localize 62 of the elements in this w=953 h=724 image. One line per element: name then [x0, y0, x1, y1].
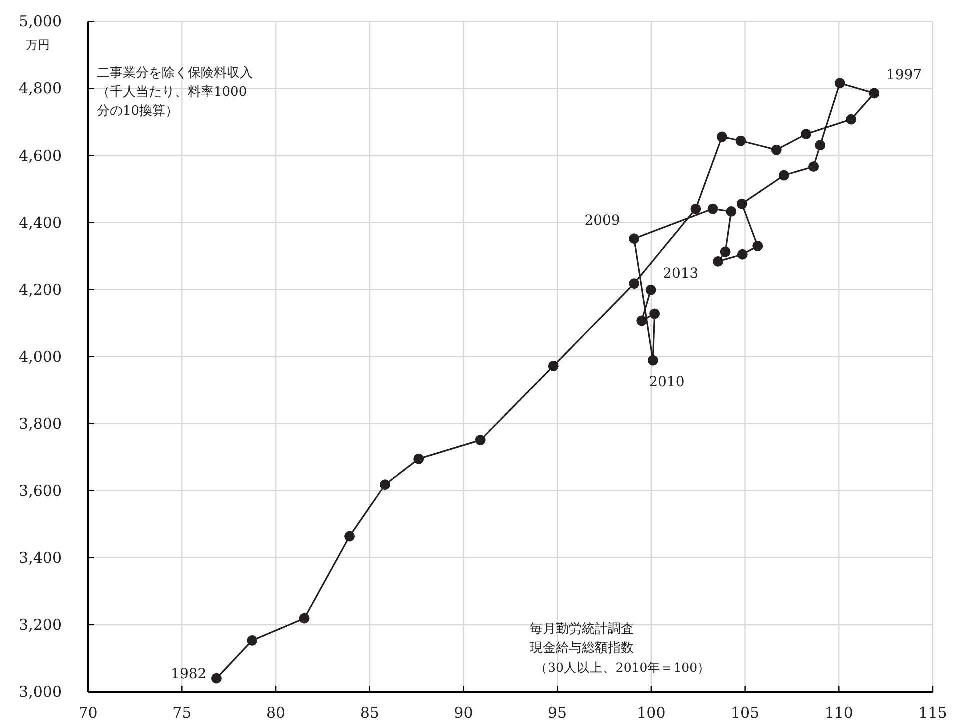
point	[380, 480, 390, 490]
point	[737, 249, 748, 260]
point	[247, 636, 258, 646]
x-tick-label: 110	[824, 704, 854, 722]
point	[636, 316, 648, 326]
annotation: 1997	[886, 67, 922, 84]
point	[717, 132, 728, 142]
point	[475, 435, 486, 446]
y-axis-title: 二事業分を除く保険料収入（千人当たり、料率1000分の10換算）	[97, 65, 254, 121]
y-tick-label: 5,000	[19, 12, 62, 31]
point	[778, 170, 790, 181]
point	[771, 144, 782, 156]
point	[629, 278, 640, 289]
y-tick-label: 3,200	[19, 616, 62, 634]
point	[299, 613, 310, 624]
point	[869, 88, 880, 99]
x-axis-title: 毎月勤労統計調査現金給与総額指数	[530, 621, 635, 658]
annotation: 2013	[663, 266, 699, 282]
point	[736, 198, 748, 210]
annotation: 2009	[584, 212, 620, 229]
y-tick-label: 4,400	[19, 214, 62, 232]
x-tick-label: 70	[78, 704, 98, 722]
point	[726, 206, 737, 217]
point	[629, 234, 640, 244]
y-tick-label: 3,000	[19, 683, 62, 701]
point	[650, 308, 660, 320]
point	[648, 355, 658, 366]
point	[690, 204, 702, 214]
y-tick-label: 3,600	[19, 482, 62, 500]
y-tick-label: 4,600	[19, 146, 62, 165]
point	[211, 673, 222, 684]
point	[808, 162, 820, 172]
annotation: 2010	[649, 374, 685, 391]
text: 万円	[26, 37, 50, 54]
y-tick-label: 4,000	[19, 348, 62, 366]
x-tick-label: 85	[360, 704, 380, 722]
point	[414, 454, 424, 464]
annotation: 1982	[171, 666, 207, 683]
y-tick-label: 4,800	[19, 80, 62, 98]
point	[846, 114, 857, 125]
point	[548, 361, 559, 372]
x-tick-label: 105	[730, 704, 760, 722]
x-tick-label: 80	[266, 704, 286, 722]
point	[713, 256, 724, 267]
x-tick-label: 95	[548, 704, 568, 722]
point	[752, 241, 764, 252]
point	[720, 246, 731, 258]
x-tick-label: 100	[637, 704, 666, 722]
point	[815, 140, 826, 151]
x-tick-label: 90	[454, 704, 474, 722]
point	[646, 284, 656, 296]
annotation: （30人以上、2010年＝100）	[535, 659, 711, 677]
y-tick-label: 4,200	[19, 280, 62, 299]
point	[801, 129, 812, 140]
point	[344, 531, 355, 542]
point	[736, 136, 746, 146]
point	[708, 204, 718, 214]
x-tick-label: 75	[172, 704, 192, 722]
x-tick-label: 115	[918, 704, 948, 722]
y-tick-label: 3,400	[19, 548, 62, 567]
point	[834, 78, 846, 89]
y-tick-label: 3,800	[19, 414, 62, 433]
